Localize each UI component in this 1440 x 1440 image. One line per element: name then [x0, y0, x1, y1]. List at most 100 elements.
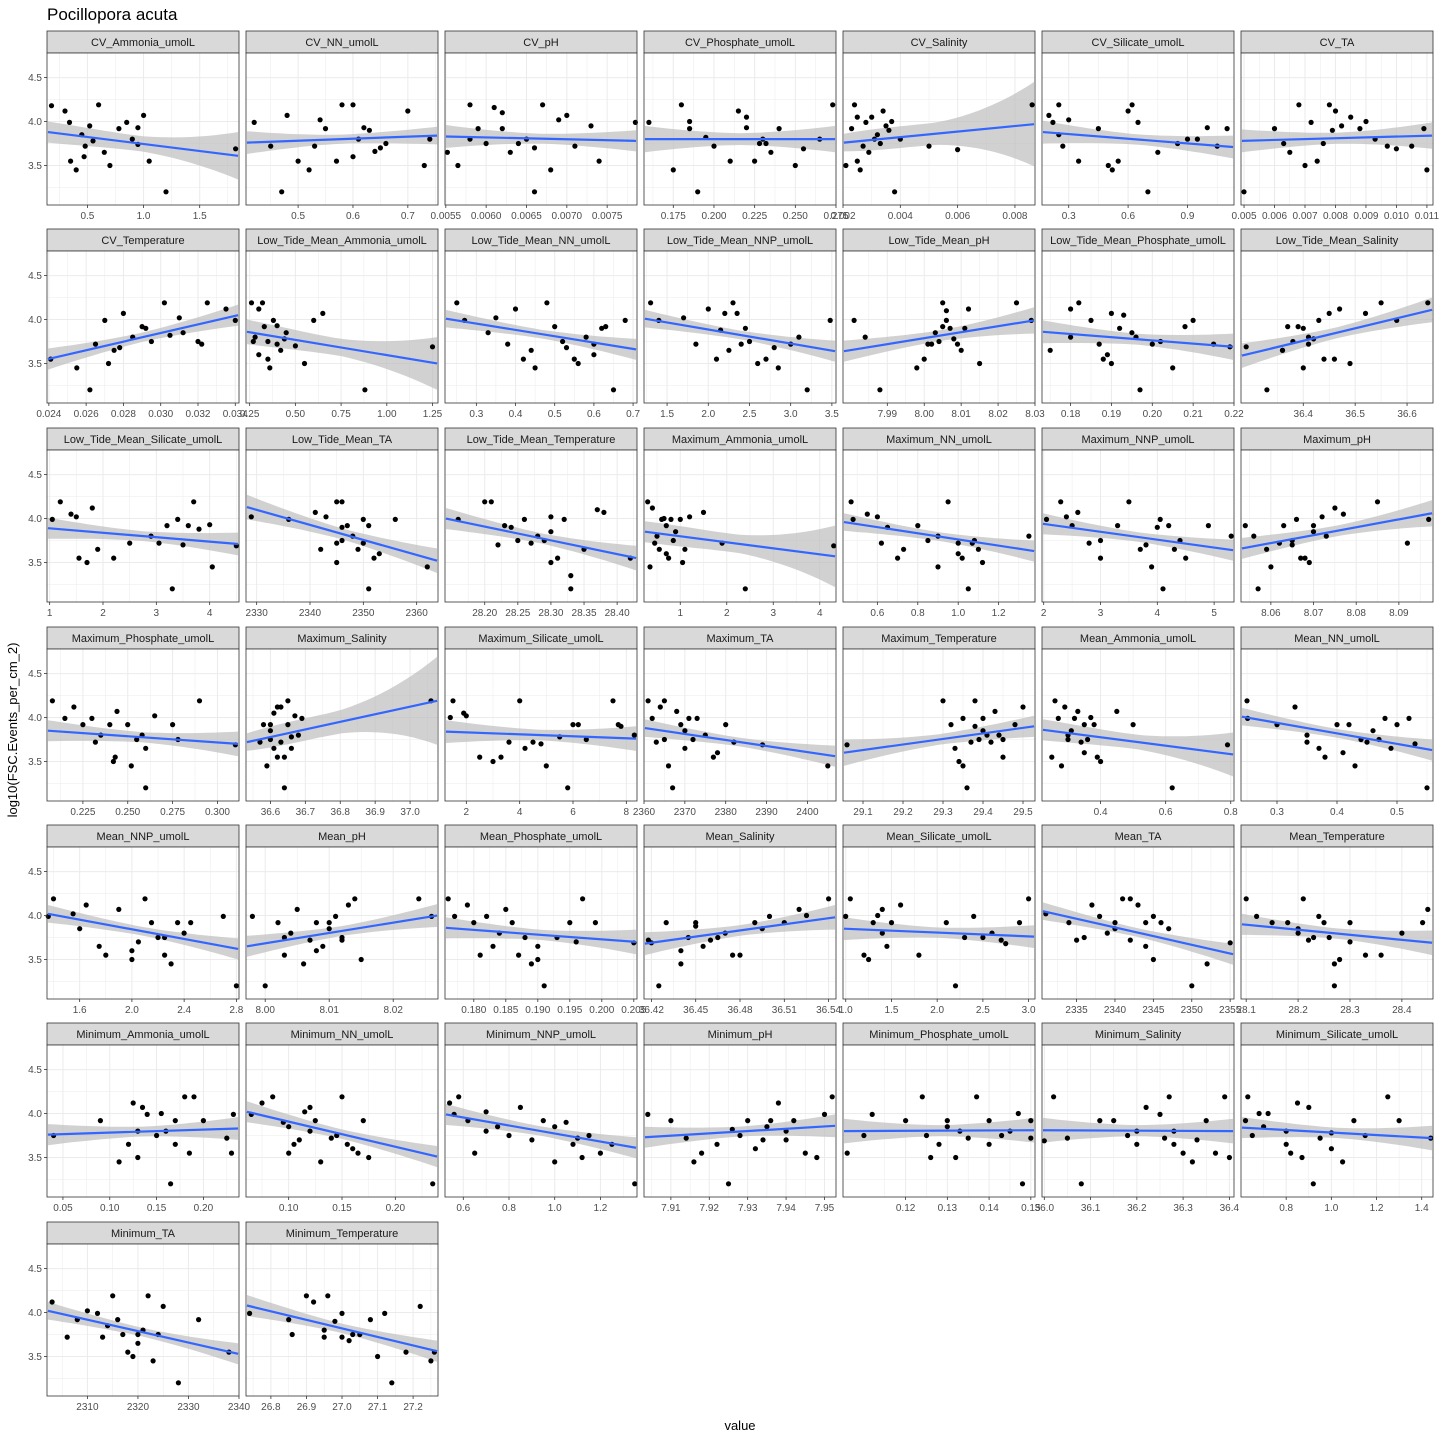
data-point	[895, 555, 901, 561]
data-point	[1078, 739, 1084, 745]
facet-strip-label: CV_Phosphate_umolL	[685, 37, 795, 49]
data-point	[185, 523, 191, 529]
data-point	[503, 906, 509, 913]
x-tick-label: 2	[724, 608, 730, 619]
x-tick-label: 36.8	[331, 807, 351, 818]
data-point	[944, 1118, 950, 1124]
data-point	[296, 1137, 302, 1143]
data-point	[499, 126, 505, 132]
x-tick-label: 0.180	[461, 1005, 486, 1016]
data-point	[923, 1132, 930, 1139]
x-tick-label: 0.028	[111, 409, 136, 420]
data-point	[482, 499, 488, 505]
data-point	[714, 1141, 720, 1147]
x-tick-label: 29.3	[933, 807, 953, 818]
x-tick-label: 0.6	[456, 1203, 470, 1214]
data-point	[110, 1293, 116, 1299]
data-point	[936, 1141, 942, 1147]
data-point	[1326, 310, 1332, 316]
x-tick-label: 3.0	[784, 409, 798, 420]
data-point	[880, 108, 886, 114]
data-point	[940, 324, 946, 330]
data-point	[821, 1111, 828, 1117]
data-point	[311, 1299, 317, 1305]
data-point	[1029, 102, 1035, 108]
x-tick-label: 1.0	[839, 1005, 853, 1016]
data-point	[575, 722, 581, 728]
data-point	[160, 1303, 166, 1309]
data-point	[143, 785, 149, 791]
data-point	[495, 1124, 501, 1130]
data-point	[1298, 555, 1304, 561]
regression-line	[1241, 923, 1433, 944]
data-point	[1295, 324, 1301, 330]
data-point	[377, 145, 383, 151]
data-point	[389, 1380, 395, 1386]
data-point	[1180, 1150, 1186, 1156]
data-point	[274, 341, 280, 347]
data-point	[980, 715, 986, 722]
x-tick-label: 28.2	[1288, 1005, 1308, 1016]
data-point	[955, 551, 961, 557]
regression-line	[445, 317, 637, 351]
data-point	[854, 158, 860, 164]
data-point	[264, 763, 270, 769]
data-point	[285, 698, 291, 704]
data-point	[543, 763, 549, 769]
data-point	[128, 763, 134, 769]
panel-border	[1240, 1044, 1434, 1198]
data-point	[583, 334, 589, 340]
x-tick-label: 36.2	[1127, 1203, 1147, 1214]
regression-line	[1241, 715, 1433, 752]
data-point	[366, 586, 372, 592]
data-point	[1081, 934, 1087, 941]
x-tick-label: 2	[464, 807, 470, 818]
data-point	[678, 722, 684, 728]
data-point	[358, 956, 364, 963]
data-point	[1155, 149, 1161, 155]
data-point	[1066, 117, 1072, 123]
facet-panel: Low_Tide_Mean_NN_umolL 0.3 0.4 0.5 0.6 0.7	[444, 228, 640, 420]
data-point	[1047, 347, 1053, 353]
facet-panel: Low_Tide_Mean_Phosphate_umolL 0.18 0.19 0.2…	[1041, 228, 1244, 420]
data-point	[248, 300, 255, 306]
data-point	[1078, 1181, 1084, 1187]
panel-border	[444, 449, 638, 603]
data-point	[1399, 930, 1405, 936]
y-tick-label: 4.5	[28, 470, 42, 481]
x-tick-label: 0.010	[1384, 211, 1409, 222]
x-tick-label: 0.250	[115, 807, 140, 818]
data-point	[89, 715, 95, 722]
x-tick-label: 2390	[755, 807, 778, 818]
facet-strip-label: Maximum_Salinity	[297, 633, 387, 645]
data-point	[738, 341, 744, 347]
regression-line	[246, 330, 438, 365]
regression-line	[47, 527, 239, 546]
x-tick-label: 0.20	[194, 1203, 214, 1214]
facet-strip-label: Low_Tide_Mean_pH	[888, 235, 989, 247]
facet-panel: Mean_NN_umolL 0.3 0.4 0.5	[1240, 626, 1434, 818]
data-point	[1068, 306, 1074, 312]
data-point	[195, 338, 201, 345]
x-tick-label: 36.7	[296, 807, 316, 818]
data-point	[678, 102, 685, 108]
confidence-band	[247, 319, 437, 390]
x-tick-label: 36.3	[1173, 1203, 1193, 1214]
data-point	[532, 365, 538, 371]
data-point	[84, 559, 90, 566]
data-point	[560, 338, 566, 345]
facet-strip-label: CV_TA	[1320, 37, 1355, 49]
data-point	[1043, 516, 1050, 523]
panel-background	[1042, 1045, 1234, 1197]
data-point	[111, 347, 117, 353]
panel-background	[246, 53, 438, 205]
data-point	[678, 948, 684, 954]
data-point	[528, 347, 534, 353]
data-point	[101, 149, 107, 155]
data-point	[372, 148, 378, 154]
data-point	[87, 387, 93, 393]
facet-strip-label: Maximum_Ammonia_umolL	[672, 434, 808, 446]
regression-line	[47, 912, 239, 951]
facet-panel: Minimum_NN_umolL 0.10 0.15 0.20	[245, 1022, 439, 1214]
data-point	[175, 516, 181, 523]
